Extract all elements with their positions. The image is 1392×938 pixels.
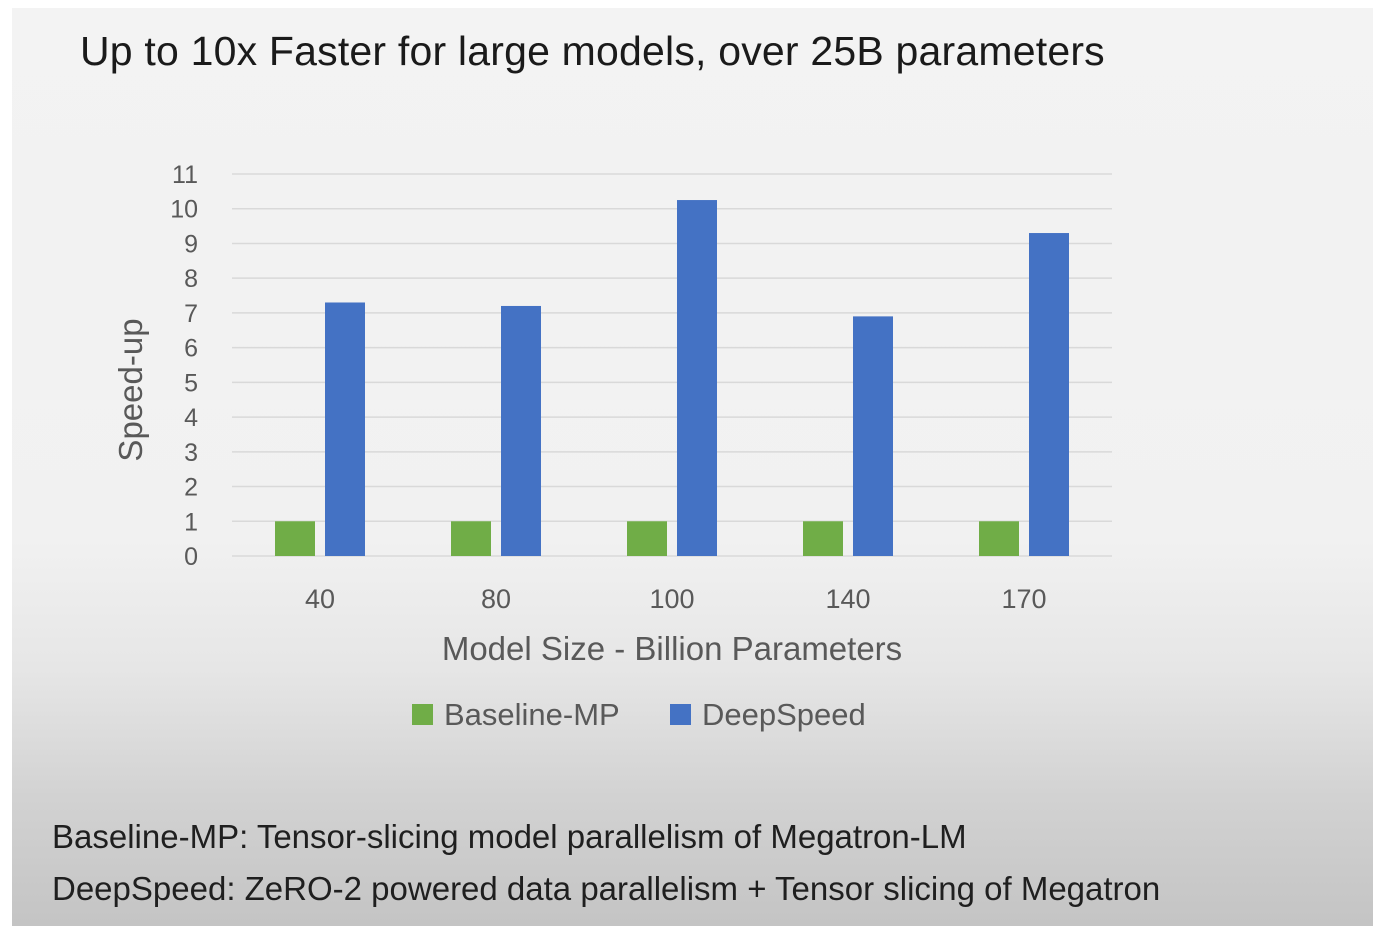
x-tick-label: 140 bbox=[825, 584, 870, 614]
bar-baseline-mp-170 bbox=[979, 521, 1019, 556]
y-tick-label: 1 bbox=[184, 508, 198, 536]
y-tick-label: 10 bbox=[170, 196, 198, 224]
x-tick-label: 170 bbox=[1001, 584, 1046, 614]
y-tick-label: 5 bbox=[184, 369, 198, 397]
y-tick-label: 6 bbox=[184, 335, 198, 363]
legend-swatch-deepspeed bbox=[670, 704, 691, 725]
bar-baseline-mp-40 bbox=[275, 521, 315, 556]
x-tick-label: 100 bbox=[649, 584, 694, 614]
y-tick-label: 4 bbox=[184, 404, 198, 432]
y-tick-label: 11 bbox=[172, 161, 198, 189]
y-tick-label: 9 bbox=[184, 230, 198, 258]
y-tick-label: 0 bbox=[184, 543, 198, 571]
legend-label-baseline-mp: Baseline-MP bbox=[444, 697, 620, 732]
bar-baseline-mp-100 bbox=[627, 521, 667, 556]
y-tick-label: 7 bbox=[184, 300, 198, 328]
slide-title: Up to 10x Faster for large models, over … bbox=[80, 28, 1105, 74]
gridlines bbox=[232, 173, 1112, 557]
bar-deepspeed-40 bbox=[325, 302, 365, 556]
x-tick-labels: 40 80 100 140 170 bbox=[305, 584, 1047, 614]
bar-deepspeed-140 bbox=[853, 316, 893, 556]
x-tick-label: 40 bbox=[305, 584, 335, 614]
y-tick-label: 8 bbox=[184, 265, 198, 293]
x-tick-label: 80 bbox=[481, 584, 511, 614]
y-tick-labels: 0 1 2 3 4 5 6 7 8 9 10 11 bbox=[170, 161, 198, 571]
legend-swatch-baseline-mp bbox=[412, 704, 433, 725]
bar-baseline-mp-80 bbox=[451, 521, 491, 556]
bar-deepspeed-170 bbox=[1029, 233, 1069, 556]
legend-label-deepspeed: DeepSpeed bbox=[702, 697, 866, 732]
x-axis-label: Model Size - Billion Parameters bbox=[442, 630, 902, 667]
slide: Up to 10x Faster for large models, over … bbox=[12, 8, 1373, 926]
bar-deepspeed-80 bbox=[501, 305, 541, 556]
speedup-bar-chart: 0 1 2 3 4 5 6 7 8 9 10 11 40 80 100 140 170 Speed-up Mo… bbox=[112, 161, 1112, 732]
y-tick-label: 2 bbox=[184, 474, 198, 502]
y-axis-label: Speed-up bbox=[112, 318, 149, 461]
y-tick-label: 3 bbox=[184, 439, 198, 467]
footnote-deepspeed: DeepSpeed: ZeRO-2 powered data paralleli… bbox=[52, 870, 1161, 907]
bars bbox=[275, 200, 1069, 556]
bar-deepspeed-100 bbox=[677, 200, 717, 556]
bar-baseline-mp-140 bbox=[803, 521, 843, 556]
footnote-baseline: Baseline-MP: Tensor-slicing model parall… bbox=[52, 818, 967, 855]
legend: Baseline-MP DeepSpeed bbox=[412, 697, 866, 732]
